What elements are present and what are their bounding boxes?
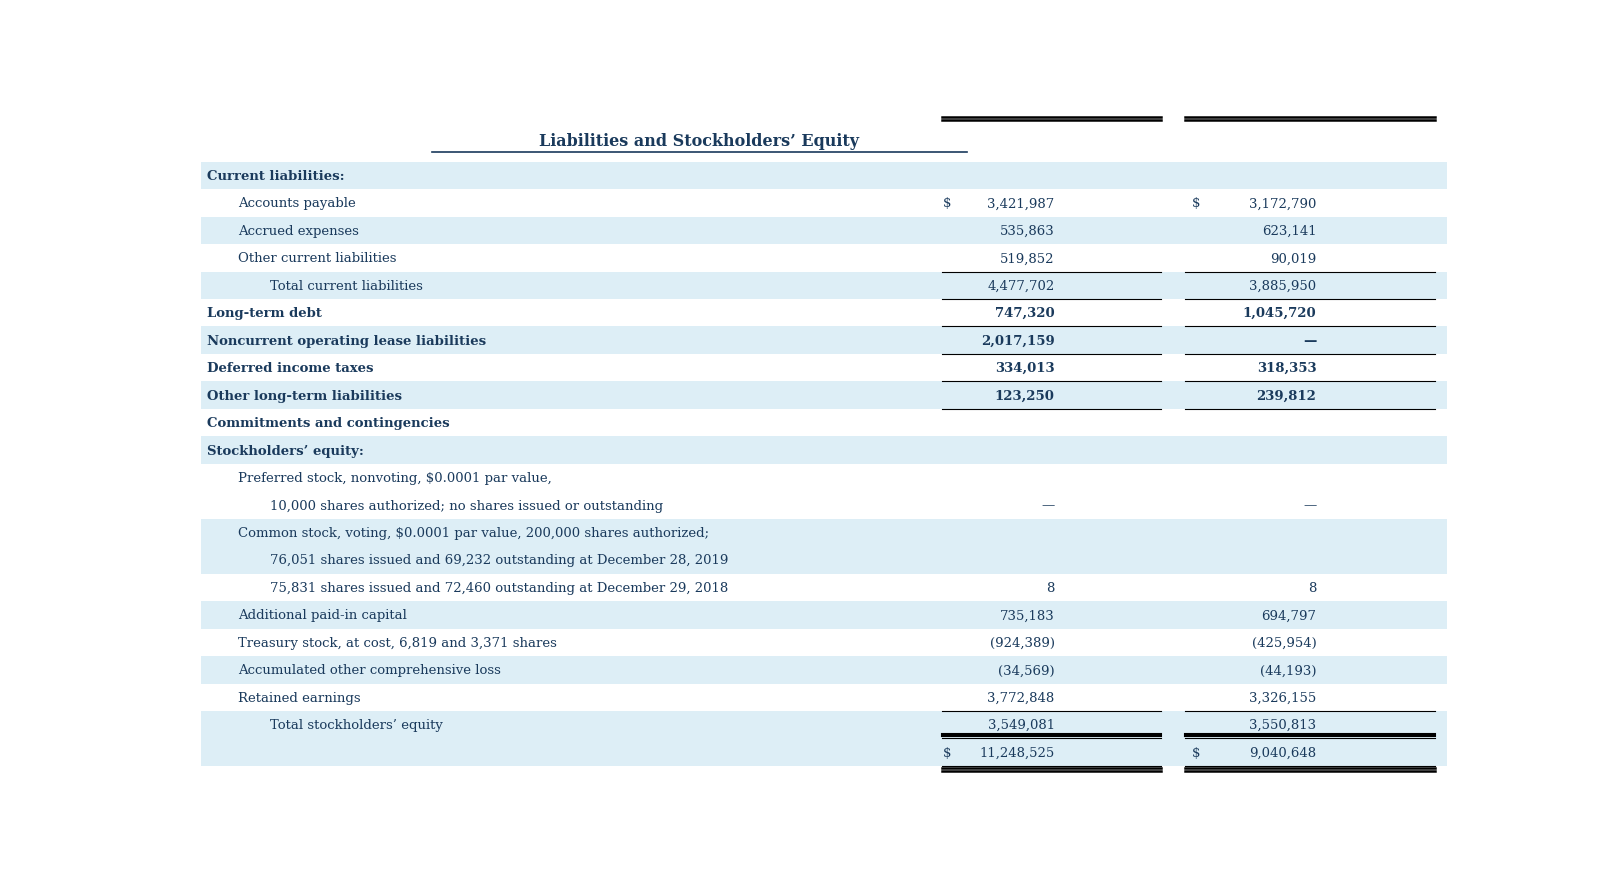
Text: 519,852: 519,852 (1000, 252, 1054, 265)
Bar (201, 190, 1446, 217)
Bar (201, 355, 1446, 382)
Text: 3,549,081: 3,549,081 (987, 719, 1054, 732)
Text: Deferred income taxes: Deferred income taxes (207, 362, 373, 375)
Text: 9,040,648: 9,040,648 (1249, 746, 1316, 759)
Bar (201, 656, 1446, 684)
Text: Other current liabilities: Other current liabilities (238, 252, 397, 265)
Text: 3,326,155: 3,326,155 (1249, 691, 1316, 704)
Bar (201, 492, 1446, 519)
Text: —: — (1302, 499, 1316, 512)
Text: —: — (1041, 499, 1054, 512)
Text: 123,250: 123,250 (995, 389, 1054, 402)
Bar (201, 163, 1446, 190)
Text: (425,954): (425,954) (1250, 636, 1316, 649)
Text: Stockholders’ equity:: Stockholders’ equity: (207, 444, 363, 457)
Text: 334,013: 334,013 (995, 362, 1054, 375)
Bar (201, 464, 1446, 492)
Bar (201, 629, 1446, 656)
Text: $: $ (1191, 197, 1199, 210)
Text: 4,477,702: 4,477,702 (987, 280, 1054, 293)
Text: 535,863: 535,863 (1000, 224, 1054, 237)
Bar (201, 327, 1446, 355)
Text: 3,421,987: 3,421,987 (987, 197, 1054, 210)
Bar (201, 409, 1446, 437)
Text: 75,831 shares issued and 72,460 outstanding at December 29, 2018: 75,831 shares issued and 72,460 outstand… (270, 581, 728, 594)
Text: 3,885,950: 3,885,950 (1249, 280, 1316, 293)
Text: Total current liabilities: Total current liabilities (270, 280, 423, 293)
Text: 8: 8 (1046, 581, 1054, 594)
Text: Accrued expenses: Accrued expenses (238, 224, 358, 237)
Text: 76,051 shares issued and 69,232 outstanding at December 28, 2019: 76,051 shares issued and 69,232 outstand… (270, 554, 728, 567)
Text: Additional paid-in capital: Additional paid-in capital (238, 608, 407, 621)
Text: 90,019: 90,019 (1270, 252, 1316, 265)
Bar (201, 547, 1446, 574)
Text: 239,812: 239,812 (1255, 389, 1316, 402)
Text: 3,550,813: 3,550,813 (1249, 719, 1316, 732)
Text: Other long-term liabilities: Other long-term liabilities (207, 389, 402, 402)
Text: Accounts payable: Accounts payable (238, 197, 355, 210)
Bar (201, 519, 1446, 547)
Text: (34,569): (34,569) (998, 664, 1054, 677)
Text: Liabilities and Stockholders’ Equity: Liabilities and Stockholders’ Equity (538, 132, 860, 149)
Bar (201, 437, 1446, 464)
Text: Noncurrent operating lease liabilities: Noncurrent operating lease liabilities (207, 335, 485, 348)
Text: 735,183: 735,183 (1000, 608, 1054, 621)
Bar (201, 711, 1446, 739)
Text: 3,772,848: 3,772,848 (987, 691, 1054, 704)
Text: Common stock, voting, $0.0001 par value, 200,000 shares authorized;: Common stock, voting, $0.0001 par value,… (238, 527, 709, 540)
Text: 3,172,790: 3,172,790 (1249, 197, 1316, 210)
Text: 747,320: 747,320 (995, 307, 1054, 320)
Text: Total stockholders’ equity: Total stockholders’ equity (270, 719, 442, 732)
Text: Treasury stock, at cost, 6,819 and 3,371 shares: Treasury stock, at cost, 6,819 and 3,371… (238, 636, 558, 649)
Bar (201, 574, 1446, 601)
Text: Preferred stock, nonvoting, $0.0001 par value,: Preferred stock, nonvoting, $0.0001 par … (238, 472, 551, 485)
Bar (201, 245, 1446, 272)
Text: Current liabilities:: Current liabilities: (207, 169, 344, 182)
Text: Accumulated other comprehensive loss: Accumulated other comprehensive loss (238, 664, 501, 677)
Bar (201, 601, 1446, 629)
Bar (201, 684, 1446, 711)
Text: 694,797: 694,797 (1260, 608, 1316, 621)
Text: $: $ (942, 746, 950, 759)
Text: $: $ (1191, 746, 1199, 759)
Text: $: $ (942, 197, 950, 210)
Text: 11,248,525: 11,248,525 (979, 746, 1054, 759)
Text: 8: 8 (1306, 581, 1316, 594)
Text: 1,045,720: 1,045,720 (1242, 307, 1316, 320)
Text: Retained earnings: Retained earnings (238, 691, 362, 704)
Bar (201, 382, 1446, 409)
Text: (924,389): (924,389) (988, 636, 1054, 649)
Text: 623,141: 623,141 (1261, 224, 1316, 237)
Text: 10,000 shares authorized; no shares issued or outstanding: 10,000 shares authorized; no shares issu… (270, 499, 662, 512)
Text: 318,353: 318,353 (1257, 362, 1316, 375)
Bar (201, 300, 1446, 327)
Text: Long-term debt: Long-term debt (207, 307, 321, 320)
Text: —: — (1302, 335, 1316, 348)
Text: Commitments and contingencies: Commitments and contingencies (207, 416, 450, 429)
Bar (201, 272, 1446, 300)
Bar (201, 217, 1446, 245)
Text: (44,193): (44,193) (1258, 664, 1316, 677)
Text: 2,017,159: 2,017,159 (980, 335, 1054, 348)
Bar (201, 739, 1446, 766)
